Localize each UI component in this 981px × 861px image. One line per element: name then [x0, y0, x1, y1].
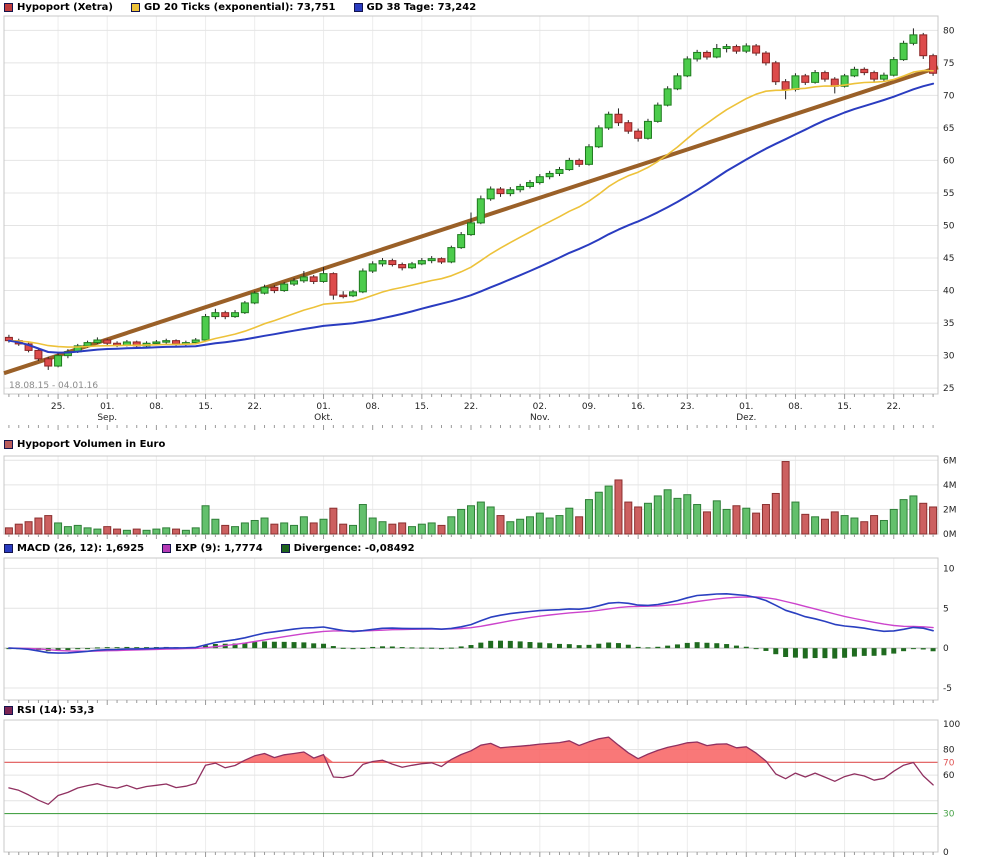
- exp-series-swatch: [162, 544, 172, 553]
- svg-text:22.: 22.: [464, 402, 478, 412]
- svg-text:09.: 09.: [582, 402, 596, 412]
- svg-text:65: 65: [943, 124, 954, 134]
- macd-series-swatch: [4, 544, 13, 553]
- legend-item-gd20: GD 20 Ticks (exponential): 73,751: [130, 2, 336, 13]
- svg-text:80: 80: [943, 745, 955, 755]
- svg-text:15.: 15.: [415, 402, 429, 412]
- svg-text:80: 80: [943, 26, 955, 36]
- svg-text:25.: 25.: [51, 402, 65, 412]
- legend-macd: MACD (26, 12): 1,6925 EXP (9): 1,7774 Di…: [4, 543, 415, 554]
- svg-text:01.: 01.: [100, 402, 114, 412]
- legend-rsi: RSI (14): 53,3: [4, 705, 94, 716]
- svg-text:22.: 22.: [248, 402, 262, 412]
- macd-series-label: MACD (26, 12): 1,6925: [17, 543, 145, 554]
- svg-text:15.: 15.: [198, 402, 212, 412]
- svg-text:0: 0: [943, 848, 949, 858]
- gd20-series-label: GD 20 Ticks (exponential): 73,751: [143, 2, 336, 13]
- legend-item-exp: EXP (9): 1,7774: [162, 543, 263, 554]
- svg-text:75: 75: [943, 59, 954, 69]
- divergence-series-swatch: [280, 544, 290, 553]
- price-series-swatch: [4, 3, 13, 12]
- svg-text:45: 45: [943, 254, 954, 264]
- legend-item-rsi: RSI (14): 53,3: [4, 705, 94, 716]
- volume-series-swatch: [4, 440, 13, 449]
- rsi-series-label: RSI (14): 53,3: [17, 705, 95, 716]
- price-series-label: Hypoport (Xetra): [17, 2, 113, 13]
- svg-text:55: 55: [943, 189, 954, 199]
- legend-item-macd: MACD (26, 12): 1,6925: [4, 543, 144, 554]
- svg-text:70: 70: [943, 758, 955, 768]
- svg-text:Okt.: Okt.: [314, 413, 333, 423]
- svg-text:35: 35: [943, 319, 954, 329]
- svg-text:Sep.: Sep.: [97, 413, 117, 423]
- svg-text:10: 10: [943, 564, 955, 574]
- svg-text:08.: 08.: [366, 402, 380, 412]
- svg-text:60: 60: [943, 156, 955, 166]
- svg-text:-5: -5: [943, 684, 952, 694]
- svg-text:08.: 08.: [788, 402, 802, 412]
- svg-text:60: 60: [943, 771, 955, 781]
- legend-item-gd38: GD 38 Tage: 73,242: [353, 2, 477, 13]
- gd38-series-label: GD 38 Tage: 73,242: [366, 2, 477, 13]
- svg-text:70: 70: [943, 91, 955, 101]
- svg-text:22.: 22.: [887, 402, 901, 412]
- svg-text:0: 0: [943, 644, 949, 654]
- legend-volume: Hypoport Volumen in Euro: [4, 439, 165, 450]
- svg-text:50: 50: [943, 221, 955, 231]
- svg-text:25: 25: [943, 384, 954, 394]
- svg-text:08.: 08.: [149, 402, 163, 412]
- volume-series-label: Hypoport Volumen in Euro: [17, 439, 166, 450]
- rsi-series-swatch: [4, 706, 13, 715]
- svg-text:01.: 01.: [739, 402, 753, 412]
- svg-text:30: 30: [943, 810, 955, 820]
- svg-text:40: 40: [943, 287, 955, 297]
- divergence-series-label: Divergence: -0,08492: [293, 543, 415, 554]
- gd38-series-swatch: [353, 3, 363, 12]
- legend-item-divergence: Divergence: -0,08492: [280, 543, 415, 554]
- svg-text:02.: 02.: [533, 402, 547, 412]
- svg-text:0M: 0M: [943, 530, 957, 540]
- svg-text:Nov.: Nov.: [530, 413, 550, 423]
- svg-text:Dez.: Dez.: [736, 413, 756, 423]
- svg-text:16.: 16.: [631, 402, 645, 412]
- svg-text:15.: 15.: [837, 402, 851, 412]
- svg-text:5: 5: [943, 604, 949, 614]
- legend-item-price: Hypoport (Xetra): [4, 2, 113, 13]
- legend-item-volume: Hypoport Volumen in Euro: [4, 439, 165, 450]
- svg-text:30: 30: [943, 352, 955, 362]
- svg-text:2M: 2M: [943, 505, 957, 515]
- legend-main: Hypoport (Xetra) GD 20 Ticks (exponentia…: [4, 2, 476, 13]
- svg-text:4M: 4M: [943, 481, 957, 491]
- gd20-series-swatch: [130, 3, 140, 12]
- svg-text:100: 100: [943, 720, 960, 730]
- svg-text:23.: 23.: [680, 402, 694, 412]
- svg-text:6M: 6M: [943, 456, 957, 466]
- date-range-label: 18.08.15 - 04.01.16: [9, 381, 99, 391]
- exp-series-label: EXP (9): 1,7774: [175, 543, 263, 554]
- svg-text:01.: 01.: [316, 402, 330, 412]
